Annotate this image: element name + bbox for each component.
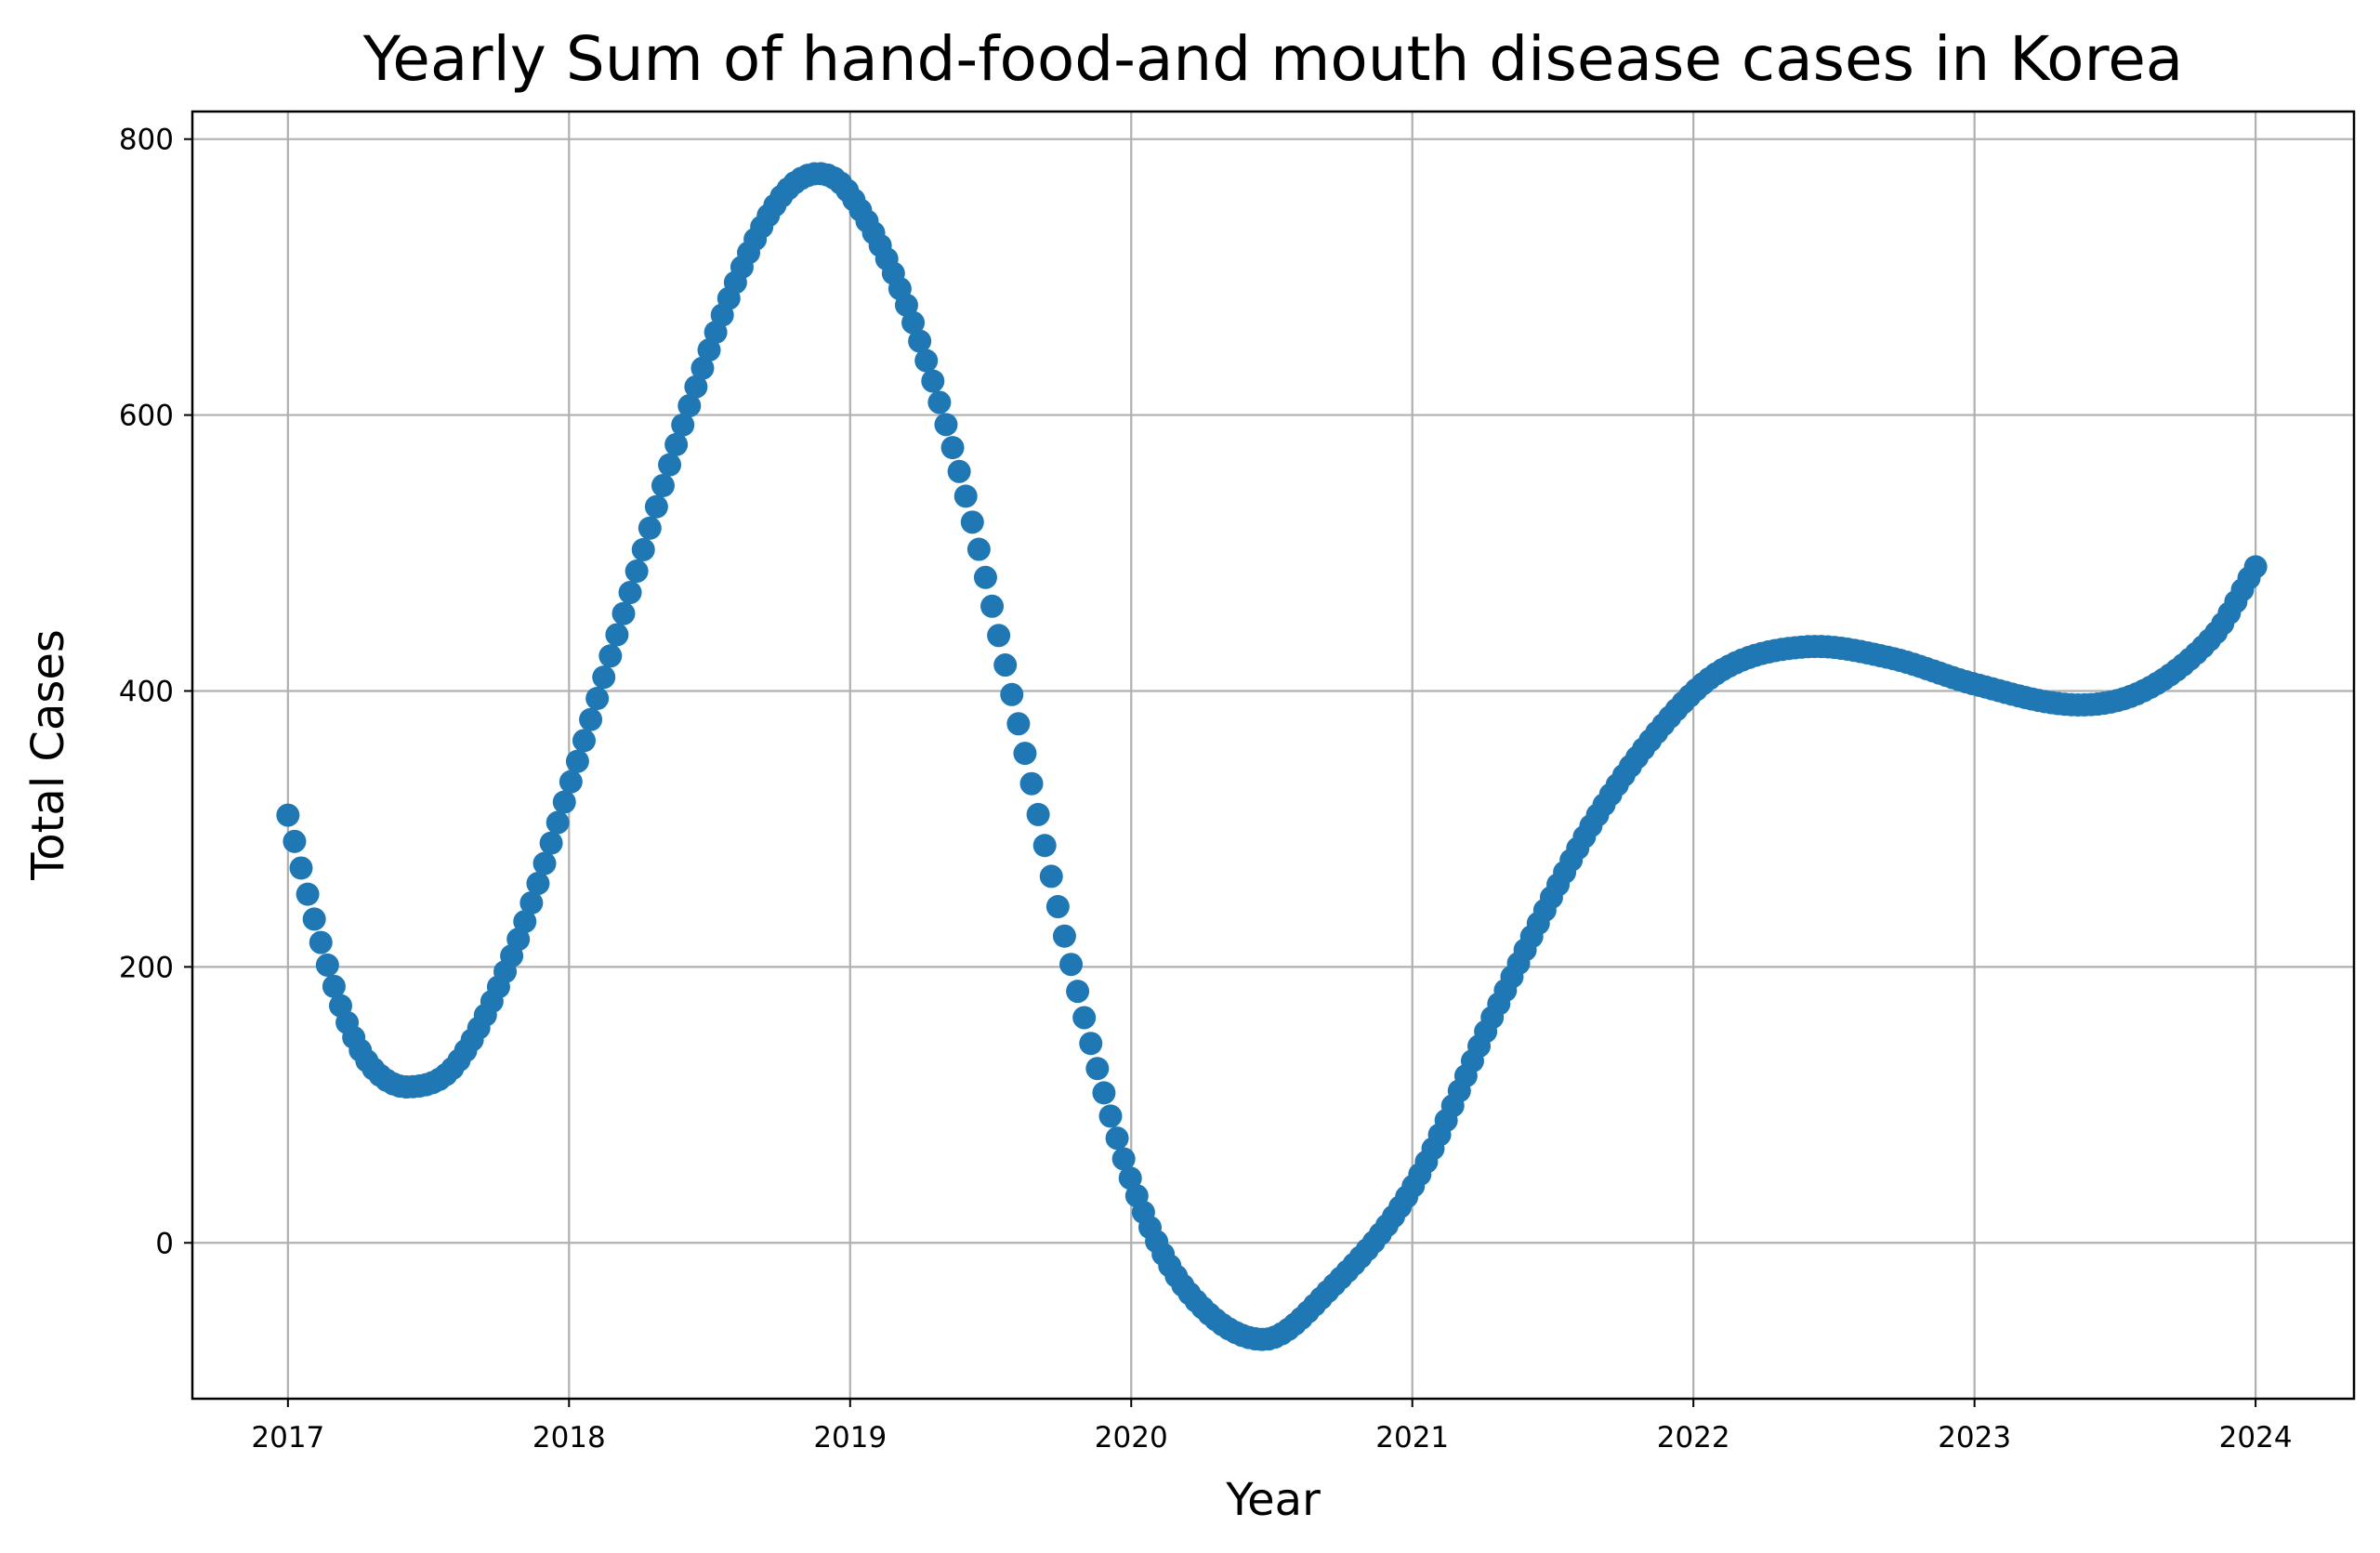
data-point <box>1066 980 1090 1004</box>
data-points <box>276 162 2268 1351</box>
data-point <box>605 623 629 647</box>
data-point <box>960 510 984 534</box>
data-point <box>638 516 662 540</box>
data-point <box>322 974 346 998</box>
data-point <box>966 537 991 561</box>
axis-ticks: 2017 2018 2019 2020 2021 2022 2023 2024 0 200 400 6… <box>119 124 2293 1454</box>
data-point <box>296 882 320 906</box>
data-point <box>953 484 978 508</box>
chart-title: Yearly Sum of hand-food-and mouth diseas… <box>362 23 2184 95</box>
data-point <box>1098 1104 1123 1128</box>
data-point <box>611 601 636 625</box>
y-tick-label: 0 <box>155 1227 174 1260</box>
data-point <box>921 369 945 393</box>
data-point <box>513 910 537 934</box>
y-tick-label: 200 <box>119 951 174 984</box>
data-point <box>2243 555 2268 579</box>
data-point <box>526 872 550 896</box>
x-tick-label: 2023 <box>1938 1421 2011 1454</box>
data-point <box>309 930 333 954</box>
data-point <box>519 890 544 915</box>
data-point <box>1032 834 1057 858</box>
y-axis-label: Total Cases <box>22 629 74 881</box>
x-tick-label: 2017 <box>251 1421 324 1454</box>
data-point <box>671 413 695 437</box>
data-point <box>302 907 326 931</box>
data-point <box>908 329 932 353</box>
x-tick-label: 2021 <box>1375 1421 1449 1454</box>
data-point <box>1006 712 1031 736</box>
data-point <box>276 803 300 827</box>
data-point <box>901 310 926 335</box>
data-point <box>1118 1166 1142 1191</box>
data-point <box>552 790 576 814</box>
data-point <box>684 375 708 399</box>
data-point <box>533 851 557 875</box>
data-point <box>315 953 339 977</box>
data-point <box>1111 1147 1136 1171</box>
data-point <box>690 356 715 380</box>
x-axis-label: Year <box>1225 1474 1321 1526</box>
data-point <box>644 494 668 519</box>
x-tick-label: 2020 <box>1095 1421 1168 1454</box>
data-point <box>947 459 971 483</box>
data-point <box>980 594 1005 618</box>
data-point <box>987 624 1011 648</box>
x-tick-label: 2019 <box>813 1421 887 1454</box>
data-point <box>1019 771 1044 796</box>
y-tick-label: 800 <box>119 124 174 157</box>
data-point <box>625 559 649 584</box>
data-point <box>1085 1057 1110 1081</box>
data-point <box>677 394 702 418</box>
data-point <box>697 338 721 362</box>
data-point <box>1039 864 1063 888</box>
data-point <box>592 665 616 690</box>
data-point <box>579 707 603 731</box>
data-point <box>283 829 307 853</box>
y-tick-label: 600 <box>119 400 174 433</box>
data-point <box>914 349 939 373</box>
data-point <box>598 644 623 668</box>
data-point <box>973 565 997 589</box>
data-point <box>631 537 655 561</box>
data-point <box>1026 802 1050 826</box>
data-point <box>572 729 596 753</box>
plot-area-frame <box>191 110 2356 1401</box>
y-tick-label: 400 <box>119 675 174 708</box>
data-point <box>1045 895 1070 919</box>
data-point <box>289 856 313 880</box>
data-point <box>1000 682 1024 706</box>
data-point <box>559 770 583 794</box>
data-point <box>1079 1032 1103 1056</box>
data-point <box>1052 924 1076 948</box>
data-point <box>927 390 952 415</box>
data-point <box>934 413 958 437</box>
grid-lines <box>192 112 2354 1399</box>
data-point <box>1105 1126 1129 1151</box>
data-point <box>1013 742 1037 766</box>
data-point <box>618 581 642 605</box>
data-point <box>894 293 918 317</box>
data-point <box>993 653 1018 678</box>
data-point <box>940 436 965 460</box>
x-tick-label: 2024 <box>2219 1421 2293 1454</box>
x-tick-label: 2018 <box>533 1421 606 1454</box>
data-point <box>658 453 682 477</box>
data-point <box>546 810 570 835</box>
data-point <box>1092 1081 1116 1105</box>
data-point <box>1072 1006 1097 1030</box>
data-point <box>651 473 675 497</box>
data-point <box>664 432 689 456</box>
data-point <box>1059 953 1084 977</box>
data-point <box>539 831 563 855</box>
data-point <box>585 686 610 710</box>
data-point <box>565 749 589 773</box>
data-point <box>506 928 531 952</box>
x-tick-label: 2022 <box>1657 1421 1730 1454</box>
